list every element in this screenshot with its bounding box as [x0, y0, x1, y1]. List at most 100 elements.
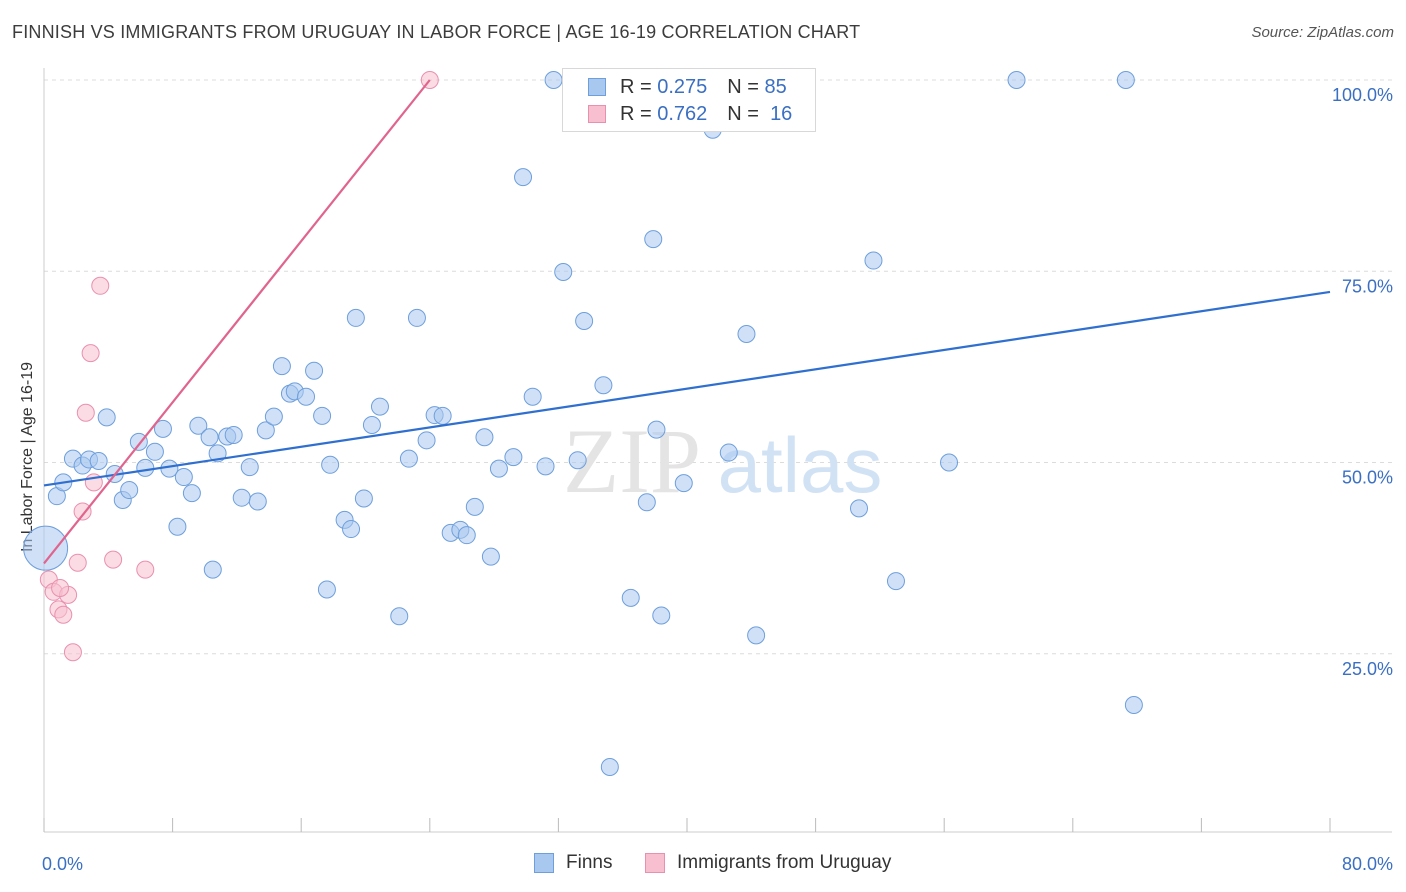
finns-point [644, 230, 663, 249]
uruguay-legend-swatch [645, 853, 665, 873]
finns-legend-label: Finns [566, 852, 613, 873]
finns-trend-line [43, 290, 1331, 487]
finns-point [153, 419, 172, 438]
finns-point [554, 263, 573, 282]
uruguay-point [51, 578, 70, 597]
finns-point [120, 481, 139, 500]
finns-point [362, 416, 381, 435]
y-tick-label: 100.0% [1332, 85, 1393, 105]
uruguay-trend-line [43, 79, 431, 565]
finns-point [652, 606, 671, 625]
finns-point [305, 361, 324, 380]
uruguay-point [81, 344, 100, 363]
finns-points [23, 71, 1143, 776]
series-legend: Finns Immigrants from Uruguay [0, 852, 1406, 878]
legend-item-finns[interactable]: Finns [534, 852, 612, 874]
finns-n-value: 85 [764, 75, 787, 98]
uruguay-point [91, 276, 110, 295]
finns-point [489, 459, 508, 478]
finns-point [747, 626, 766, 645]
uruguay-point [63, 643, 82, 662]
finns-point [568, 451, 587, 470]
finns-point [240, 458, 259, 477]
legend-row-finns: R = 0.275 N = 85 [588, 74, 787, 100]
finns-point [342, 520, 361, 539]
finns-point [390, 607, 409, 626]
finns-point [97, 408, 116, 427]
finns-point [346, 308, 365, 327]
finns-r-label: R = [620, 75, 652, 98]
watermark-atlas: atlas [718, 421, 883, 509]
finns-point [321, 455, 340, 474]
finns-point [407, 308, 426, 327]
uruguay-r-value: 0.762 [657, 102, 708, 125]
x-tick-label: 0.0% [42, 854, 83, 874]
y-tick-label: 75.0% [1342, 276, 1393, 296]
finns-point [168, 517, 187, 536]
finns-point [940, 453, 959, 472]
uruguay-point [136, 560, 155, 579]
uruguay-n-label: N = [727, 102, 759, 125]
finns-point [248, 492, 267, 511]
watermark: ZIP atlas [563, 410, 882, 512]
x-tick-label: 80.0% [1342, 854, 1393, 874]
finns-point [737, 324, 756, 343]
finns-point [313, 406, 332, 425]
finns-point [272, 357, 291, 376]
finns-point [621, 588, 640, 607]
finns-point [399, 449, 418, 468]
finns-point [182, 484, 201, 503]
finns-point [1116, 71, 1135, 89]
finns-r-value: 0.275 [657, 75, 708, 98]
gridlines [44, 79, 1392, 655]
finns-point [637, 493, 656, 512]
finns-point [224, 425, 243, 444]
finns-point [536, 457, 555, 476]
finns-point [23, 525, 69, 571]
uruguay-n-value: 16 [770, 102, 793, 125]
legend-item-uruguay[interactable]: Immigrants from Uruguay [645, 852, 891, 874]
finns-point [575, 311, 594, 330]
finns-point [370, 397, 389, 416]
finns-point [864, 251, 883, 270]
finns-point [89, 451, 108, 470]
finns-point [481, 547, 500, 566]
finns-n-label: N = [727, 75, 759, 98]
finns-point [457, 526, 476, 545]
correlation-legend: R = 0.275 N = 85 R = 0.762 N = 16 [562, 68, 816, 132]
finns-point [514, 168, 533, 187]
finns-point [465, 497, 484, 516]
source-credit: Source: ZipAtlas.com [1251, 24, 1394, 41]
finns-point [886, 572, 905, 591]
finns-point [504, 448, 523, 467]
legend-row-uruguay: R = 0.762 N = 16 [588, 101, 792, 127]
finns-point [719, 443, 738, 462]
finns-point [256, 421, 275, 440]
y-tick-label: 25.0% [1342, 659, 1393, 679]
uruguay-r-label: R = [620, 102, 652, 125]
y-tick-labels: 25.0% 50.0% 75.0% 100.0% [1332, 85, 1393, 679]
finns-point [523, 387, 542, 406]
finns-point [145, 442, 164, 461]
finns-point [544, 71, 563, 89]
finns-swatch [588, 78, 606, 96]
finns-point [600, 757, 619, 776]
finns-point [297, 387, 316, 406]
x-tick-labels: 0.0% 80.0% [42, 854, 1393, 874]
finns-point [475, 428, 494, 447]
uruguay-point [104, 550, 123, 569]
finns-point [674, 474, 693, 493]
finns-point [594, 376, 613, 395]
finns-legend-swatch [534, 853, 554, 873]
finns-point [647, 420, 666, 439]
uruguay-point [76, 403, 95, 422]
uruguay-point [54, 605, 73, 624]
axes [43, 68, 1392, 833]
finns-point [136, 458, 155, 477]
finns-point [264, 407, 283, 426]
trend-lines [43, 79, 1331, 565]
uruguay-point [73, 502, 92, 521]
finns-point [189, 416, 208, 435]
finns-point [174, 468, 193, 487]
